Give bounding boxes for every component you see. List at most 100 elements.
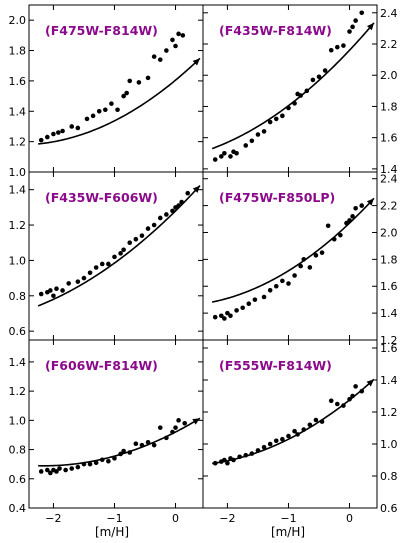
data-point	[273, 283, 279, 289]
data-point	[145, 439, 151, 445]
data-point	[280, 278, 285, 284]
data-point	[87, 270, 93, 276]
data-point	[319, 250, 325, 255]
data-point	[353, 205, 358, 211]
data-point	[96, 108, 102, 114]
chart-panel-2: 1.4 1.6 1.8 2.0 2.2 2.4 (F435W-F814W)	[202, 4, 398, 176]
panel-title: (F555W-F814W)	[219, 358, 332, 373]
data-point	[164, 435, 169, 441]
y-tick-label: 1.4	[380, 163, 398, 176]
x-tick-label: −1	[106, 512, 122, 525]
y-tick-label: 1.2	[9, 136, 27, 149]
data-point	[75, 464, 81, 470]
data-point	[280, 113, 285, 119]
fit-arrowhead	[366, 379, 374, 387]
data-point	[127, 450, 133, 455]
data-point	[240, 305, 245, 311]
y-tick-label: 0.6	[9, 325, 27, 338]
data-point	[173, 425, 178, 430]
data-point	[180, 33, 186, 38]
data-point	[151, 222, 157, 228]
data-point	[115, 107, 120, 113]
data-point	[69, 124, 75, 129]
data-point	[225, 460, 230, 466]
data-point	[57, 466, 62, 471]
data-point	[359, 388, 365, 394]
fit-arrowhead	[192, 418, 200, 425]
data-point	[93, 265, 99, 270]
data-point	[335, 401, 340, 407]
fit-curve	[212, 378, 375, 465]
y-tick-label: 1.8	[380, 100, 398, 113]
y-tick-label: 1.0	[380, 438, 398, 451]
y-tick-label: 1.4	[380, 374, 398, 387]
y-tick-label: 1.8	[380, 253, 398, 266]
data-point	[38, 469, 44, 474]
data-point	[90, 113, 96, 119]
y-tick-label: 1.0	[9, 254, 27, 267]
panel-title: (F475W-F814W)	[45, 23, 158, 38]
data-point	[75, 279, 81, 284]
data-point	[60, 128, 65, 134]
data-point	[292, 101, 297, 106]
data-point	[81, 461, 87, 467]
data-point	[298, 263, 303, 269]
data-point	[222, 316, 227, 321]
data-point	[139, 442, 145, 448]
data-point	[353, 384, 358, 389]
data-point	[286, 433, 291, 439]
data-point	[350, 214, 355, 219]
data-point	[307, 265, 313, 270]
data-point	[176, 418, 181, 423]
data-point	[212, 314, 218, 320]
x-tick-label: −2	[219, 512, 235, 525]
data-point	[237, 454, 242, 460]
fit-arrowhead	[192, 58, 200, 66]
y-tick-label: 1.6	[380, 342, 398, 355]
data-point	[273, 438, 279, 444]
chart-panel-4: 1.2 1.4 1.6 1.8 2.0 2.2 2.4 (F475W-F850LP)	[202, 171, 398, 347]
data-point	[106, 458, 111, 464]
data-point	[164, 212, 169, 217]
data-point	[228, 154, 233, 159]
data-point	[341, 43, 346, 48]
data-point	[316, 74, 322, 80]
data-point	[133, 441, 139, 447]
data-point	[99, 457, 105, 463]
data-point	[170, 429, 175, 435]
data-point	[54, 469, 59, 474]
data-point	[106, 261, 111, 267]
x-axis-label-right: [m/H]	[271, 525, 305, 539]
data-point	[54, 286, 59, 292]
data-point	[347, 396, 352, 402]
chart-panel-6: 0.6 0.8 1.0 1.2 1.4 1.6 −2 −1 0 (F555W-F814W)	[202, 339, 398, 525]
data-point	[87, 461, 93, 467]
data-point	[185, 190, 191, 196]
data-point	[243, 143, 249, 148]
data-point	[219, 154, 224, 159]
data-point	[338, 232, 343, 238]
data-point	[75, 125, 81, 131]
data-point	[286, 105, 291, 111]
data-point	[292, 273, 297, 278]
y-tick-label: 1.8	[9, 45, 27, 58]
y-tick-label: 1.2	[9, 385, 27, 398]
chart-panel-1: 1.0 1.2 1.4 1.6 1.8 2.0 (F475W-F814W)	[9, 4, 204, 179]
y-tick-label: 1.2	[380, 334, 398, 347]
data-point	[234, 308, 239, 313]
data-point	[127, 78, 133, 84]
data-point	[112, 456, 117, 461]
data-point	[212, 460, 218, 466]
data-point	[313, 253, 319, 258]
data-point	[350, 393, 355, 399]
y-tick-label: 0.8	[9, 444, 27, 457]
data-point	[222, 457, 227, 463]
panels-layer: 1.0 1.2 1.4 1.6 1.8 2.0 (F475W-F814W) 1.4 1.6 1.8…	[9, 4, 398, 525]
data-point	[344, 220, 349, 226]
fit-arrowhead	[192, 185, 200, 193]
data-point	[267, 287, 273, 293]
data-point	[261, 444, 267, 450]
data-point	[176, 31, 181, 37]
data-point	[228, 313, 233, 319]
data-point	[234, 150, 239, 156]
